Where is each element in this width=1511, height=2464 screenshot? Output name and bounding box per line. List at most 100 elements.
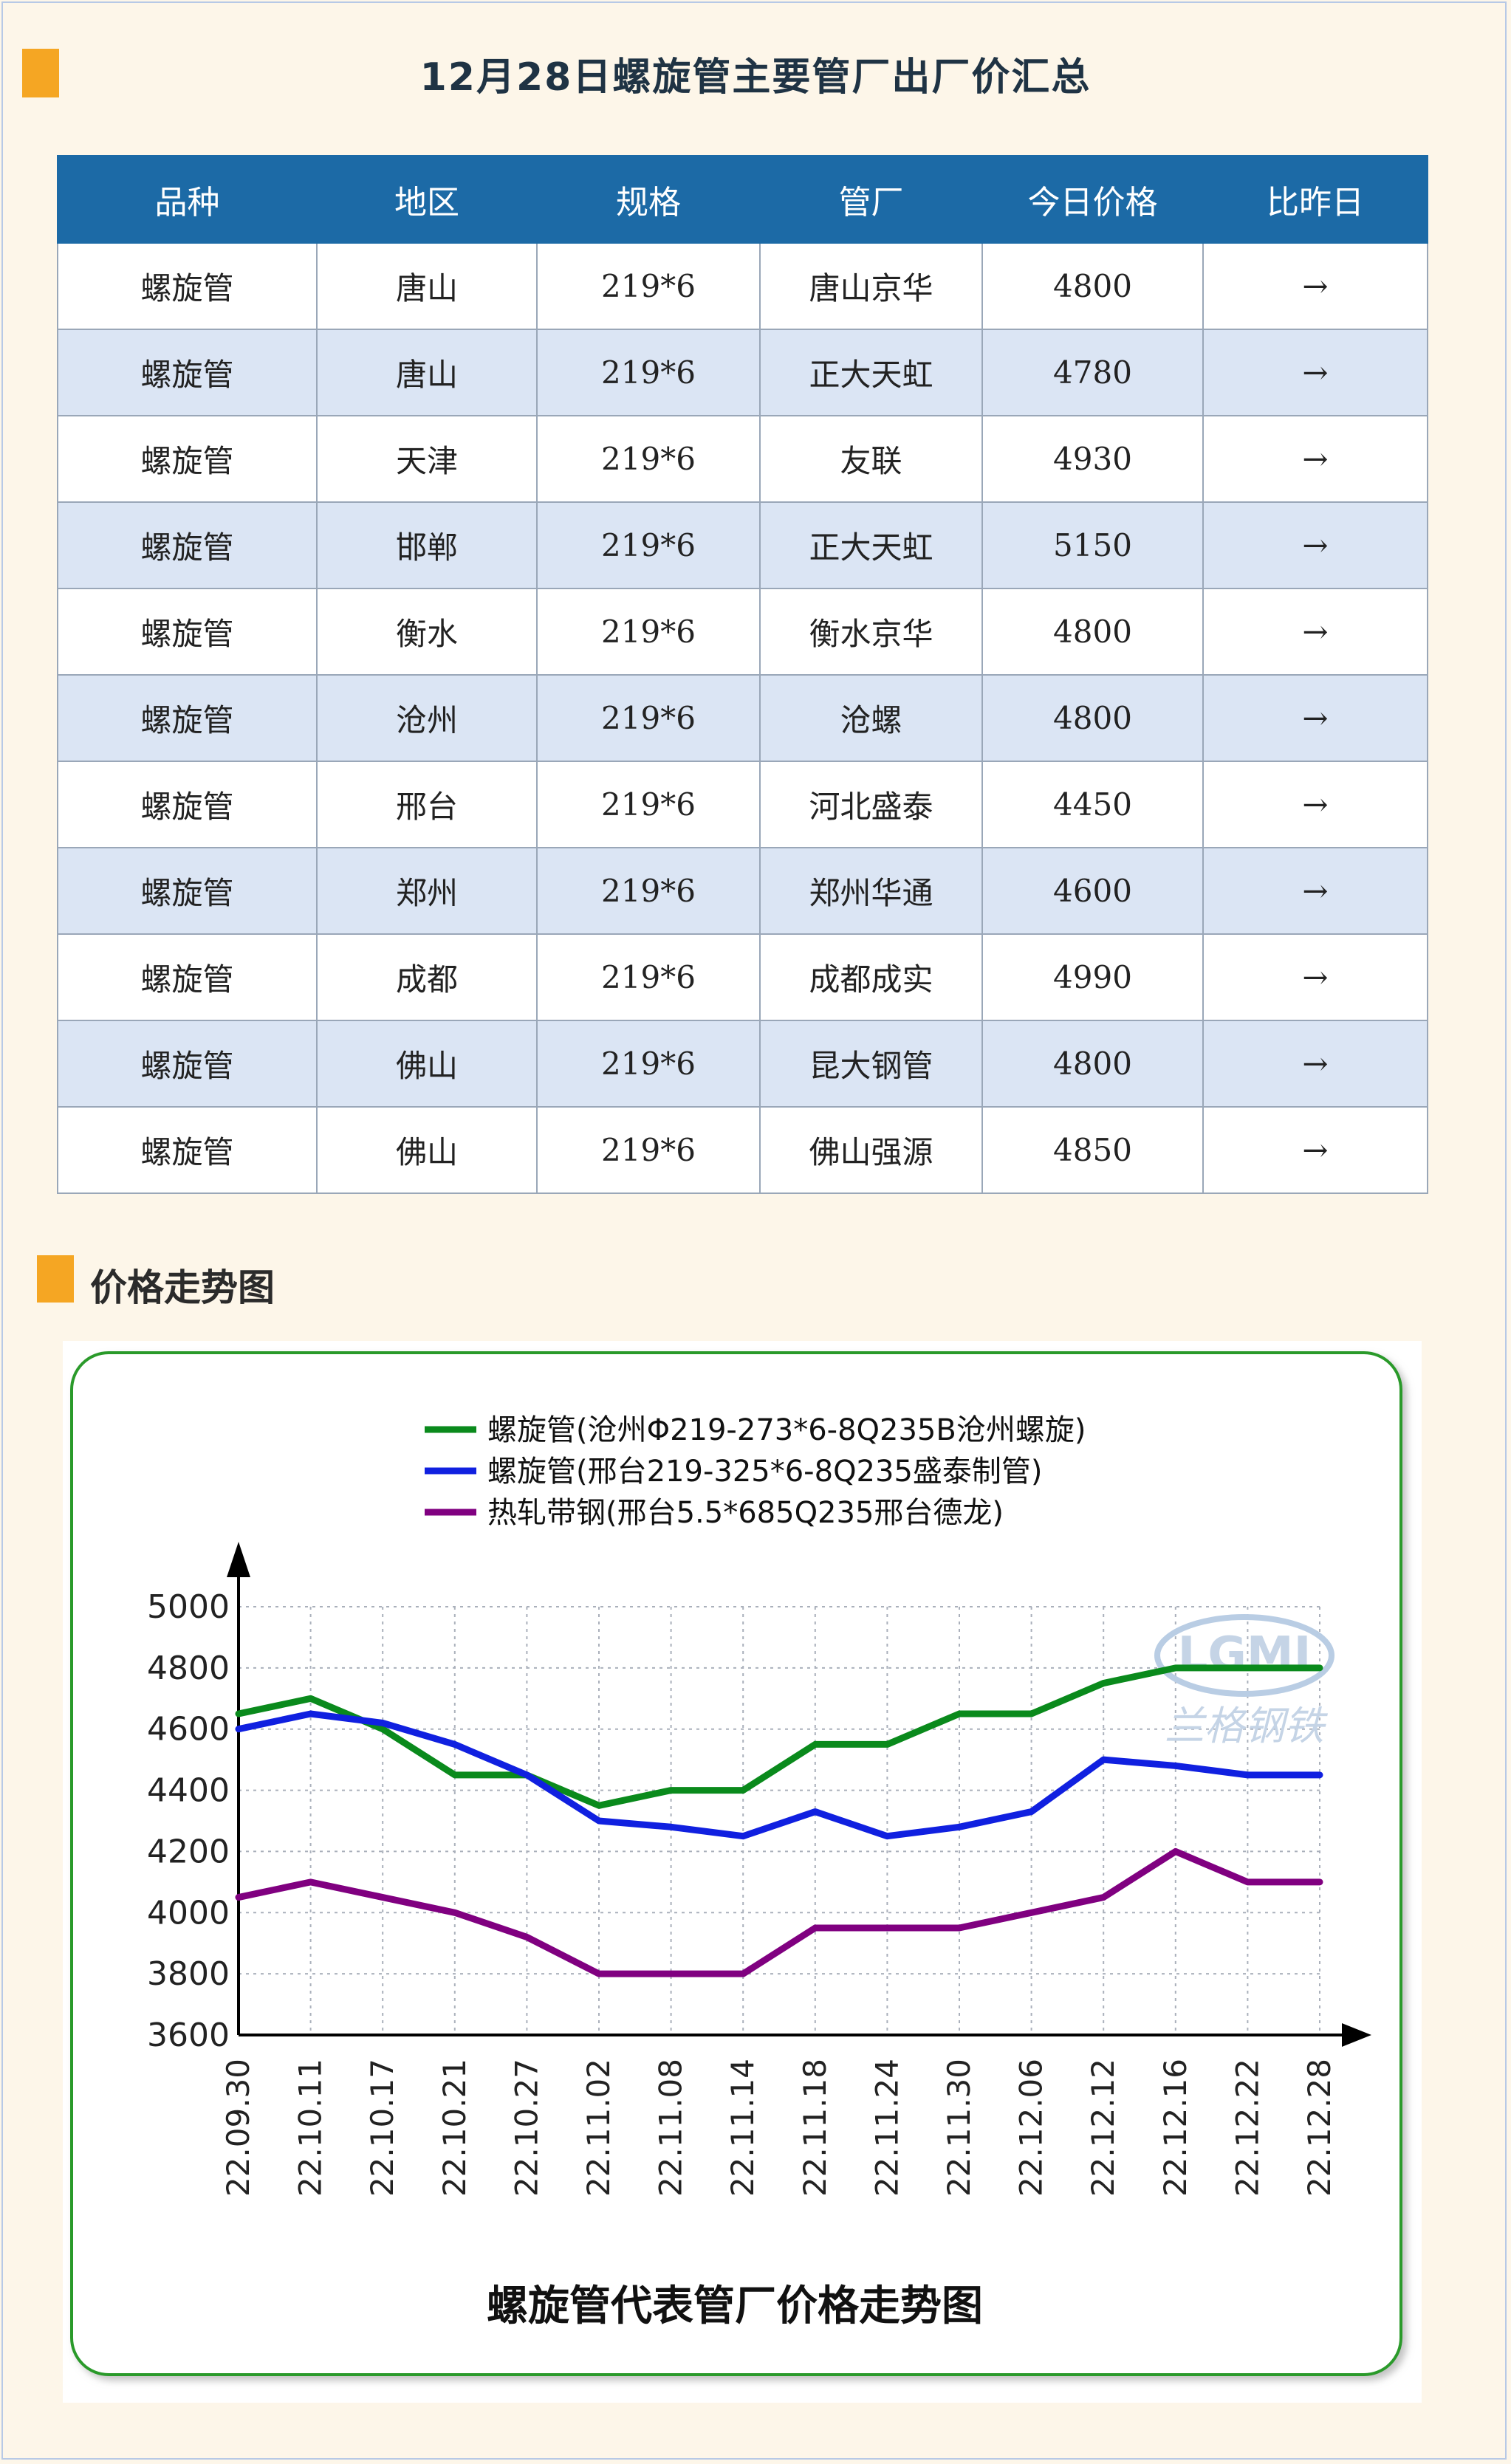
table-cell: 河北盛泰 (759, 761, 983, 848)
x-tick-label: 22.12.12 (1085, 2059, 1121, 2197)
table-cell: 4800 (981, 1020, 1204, 1108)
chart-svg: 螺旋管(沧州Φ219-273*6-8Q235B沧州螺旋) 螺旋管(邢台219-32… (70, 1351, 1402, 2376)
legend-label: 螺旋管(邢台219-325*6-8Q235盛泰制管) (487, 1455, 1043, 1489)
table-cell: 螺旋管 (57, 847, 318, 935)
x-tick-label: 22.11.14 (724, 2059, 761, 2197)
table-cell: 佛山强源 (759, 1106, 983, 1194)
table-cell: → (1202, 674, 1428, 762)
table-cell: 219*6 (536, 847, 761, 935)
table-cell: 邯郸 (316, 501, 538, 589)
x-tick-label: 22.11.18 (797, 2059, 833, 2197)
table-cell: 4800 (981, 588, 1204, 676)
table-cell: 沧州 (316, 674, 538, 762)
table-row: 螺旋管 佛山 219*6 佛山强源 4850 → (57, 1106, 1428, 1194)
table-cell: 螺旋管 (57, 329, 318, 416)
table-cell: → (1202, 847, 1428, 935)
table-cell: 4450 (981, 761, 1204, 848)
x-tick-label: 22.10.11 (292, 2059, 329, 2197)
chart-panel (70, 1351, 1402, 2376)
table-cell: 郑州华通 (759, 847, 983, 935)
x-tick-label: 22.11.24 (868, 2059, 905, 2197)
column-header: 比昨日 (1202, 155, 1428, 244)
table-cell: → (1202, 501, 1428, 589)
table-cell: 正大天虹 (759, 501, 983, 589)
x-axis-arrow (1342, 2023, 1371, 2047)
table-cell: 成都 (316, 933, 538, 1021)
table-cell: 螺旋管 (57, 1106, 318, 1194)
table-cell: 天津 (316, 415, 538, 503)
table-cell: → (1202, 242, 1428, 330)
x-tick-label: 22.10.17 (364, 2059, 400, 2197)
series-line-1 (235, 1710, 1323, 1840)
table-cell: 螺旋管 (57, 415, 318, 503)
table-cell: 昆大钢管 (759, 1020, 983, 1108)
table-cell: 219*6 (536, 415, 761, 503)
column-header: 今日价格 (981, 155, 1204, 244)
table-row: 螺旋管 衡水 219*6 衡水京华 4800 → (57, 588, 1428, 676)
table-row: 螺旋管 郑州 219*6 郑州华通 4600 → (57, 847, 1428, 935)
x-tick-label: 22.10.21 (436, 2059, 473, 2197)
table-cell: 佛山 (316, 1020, 538, 1108)
section-marker (37, 1255, 74, 1303)
table-cell: 4800 (981, 242, 1204, 330)
table-cell: 郑州 (316, 847, 538, 935)
table-cell: 4780 (981, 329, 1204, 416)
table-cell: → (1202, 933, 1428, 1021)
legend-label: 热轧带钢(邢台5.5*685Q235邢台德龙) (487, 1496, 1004, 1530)
table-cell: → (1202, 588, 1428, 676)
x-tick-label: 22.10.27 (508, 2059, 544, 2197)
table-cell: 219*6 (536, 588, 761, 676)
price-trend-chart: 螺旋管(沧州Φ219-273*6-8Q235B沧州螺旋) 螺旋管(邢台219-32… (63, 1341, 1422, 2403)
table-row: 螺旋管 沧州 219*6 沧螺 4800 → (57, 674, 1428, 762)
column-header: 地区 (316, 155, 538, 244)
table-cell: 邢台 (316, 761, 538, 848)
table-cell: 螺旋管 (57, 242, 318, 330)
table-cell: 219*6 (536, 1020, 761, 1108)
page-title: 12月28日螺旋管主要管厂出厂价汇总 (419, 55, 1092, 100)
table-cell: 219*6 (536, 501, 761, 589)
x-tick-label: 22.12.06 (1013, 2059, 1049, 2197)
table-cell: 4600 (981, 847, 1204, 935)
x-tick-label: 22.12.28 (1301, 2059, 1337, 2197)
table-cell: 5150 (981, 501, 1204, 589)
table-cell: 螺旋管 (57, 674, 318, 762)
x-tick-label: 22.11.30 (941, 2059, 977, 2197)
table-cell: → (1202, 1020, 1428, 1108)
y-tick-label: 4800 (147, 1650, 230, 1687)
column-header: 规格 (536, 155, 761, 244)
watermark-logo (1154, 1614, 1334, 1697)
section-marker (22, 49, 59, 97)
table-cell: → (1202, 329, 1428, 416)
table-row: 螺旋管 成都 219*6 成都成实 4990 → (57, 933, 1428, 1021)
table-cell: 沧螺 (759, 674, 983, 762)
y-tick-label: 5000 (147, 1588, 230, 1626)
x-tick-label: 22.12.22 (1229, 2059, 1265, 2197)
table-row: 螺旋管 唐山 219*6 正大天虹 4780 → (57, 329, 1428, 416)
price-table: 品种 地区 规格 管厂 今日价格 比昨日 螺旋管 唐山 219*6 唐山京华 4800 →… (57, 155, 1428, 1194)
table-cell: → (1202, 1106, 1428, 1194)
table-row: 螺旋管 邯郸 219*6 正大天虹 5150 → (57, 501, 1428, 589)
table-header-row: 品种 地区 规格 管厂 今日价格 比昨日 (57, 155, 1428, 244)
table-cell: 219*6 (536, 242, 761, 330)
table-cell: 佛山 (316, 1106, 538, 1194)
y-tick-label: 4400 (147, 1772, 230, 1810)
table-cell: 唐山 (316, 242, 538, 330)
y-axis-arrow (227, 1542, 250, 1577)
table-cell: 成都成实 (759, 933, 983, 1021)
y-tick-label: 3800 (147, 1955, 230, 1993)
y-tick-label: 4200 (147, 1833, 230, 1870)
column-header: 管厂 (759, 155, 983, 244)
table-cell: 219*6 (536, 674, 761, 762)
table-cell: 唐山 (316, 329, 538, 416)
table-cell: 219*6 (536, 933, 761, 1021)
table-cell: 友联 (759, 415, 983, 503)
chart-title: 螺旋管代表管厂价格走势图 (487, 2282, 983, 2330)
table-cell: 螺旋管 (57, 933, 318, 1021)
y-tick-label: 4000 (147, 1894, 230, 1932)
column-header: 品种 (57, 155, 318, 244)
table-cell: 衡水京华 (759, 588, 983, 676)
table-row: 螺旋管 天津 219*6 友联 4930 → (57, 415, 1428, 503)
table-cell: 螺旋管 (57, 761, 318, 848)
x-tick-label: 22.11.08 (653, 2059, 689, 2197)
